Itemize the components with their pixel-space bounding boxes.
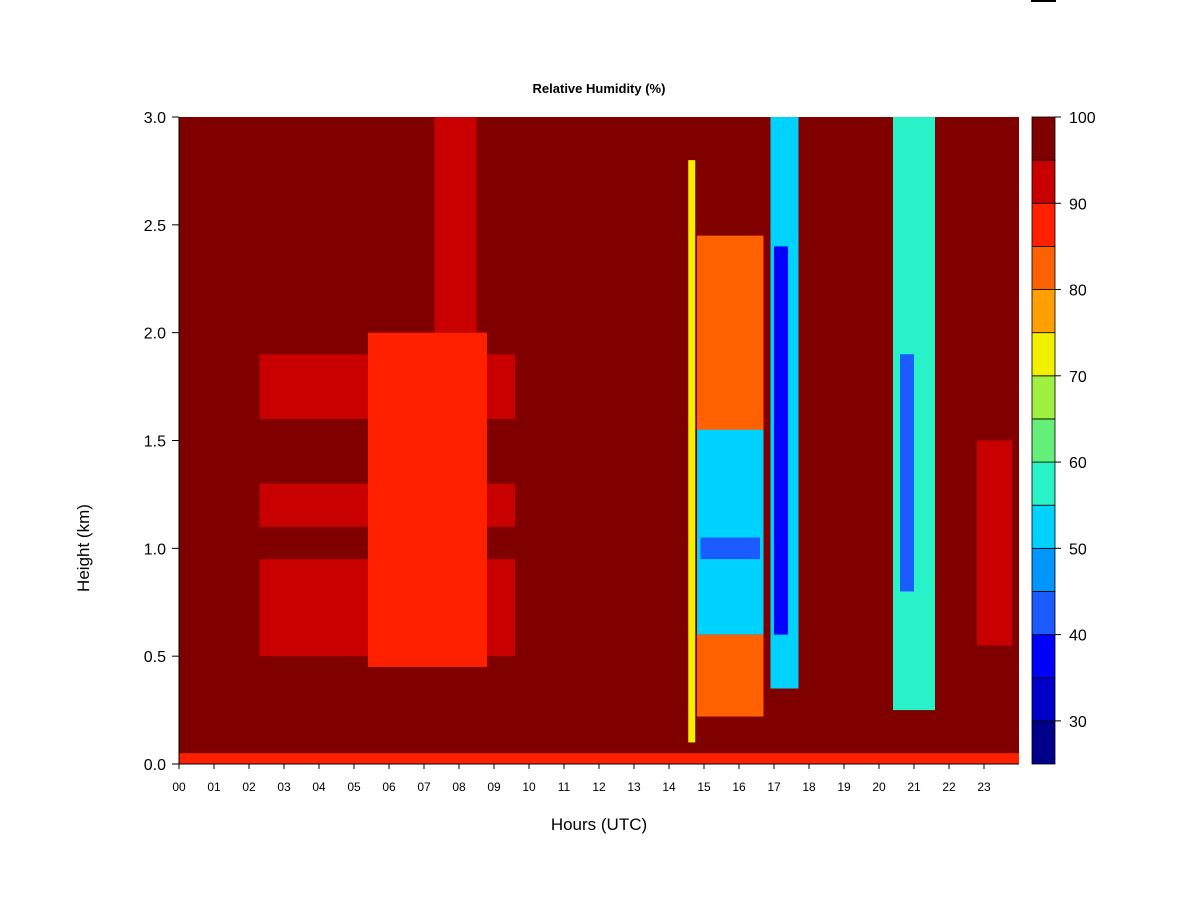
y-tick-label: 0.0	[144, 757, 166, 774]
colorbar-swatch	[1031, 677, 1056, 722]
x-tick-label: 16	[732, 780, 746, 794]
x-tick-label: 14	[662, 780, 676, 794]
heatmap-cell-10	[697, 634, 764, 717]
y-tick-label: 1.0	[144, 541, 166, 558]
colorbar-tick-label: 50	[1069, 541, 1087, 558]
colorbar-swatch	[1031, 375, 1056, 420]
colorbar-swatch	[1031, 591, 1056, 636]
colorbar-swatch	[1031, 202, 1056, 247]
x-tick-label: 01	[207, 780, 221, 794]
heatmap-cell-12	[774, 246, 788, 635]
colorbar-swatch	[1031, 720, 1056, 765]
heatmap-cell-6	[688, 160, 696, 743]
heatmap-background	[179, 117, 1019, 764]
y-tick-label: 2.0	[144, 326, 166, 343]
x-tick-label: 18	[802, 780, 816, 794]
x-axis-label: Hours (UTC)	[551, 815, 647, 834]
colorbar-tick-label: 40	[1069, 628, 1087, 645]
colorbar-swatch	[1031, 418, 1056, 463]
y-tick-label: 1.5	[144, 434, 166, 451]
x-tick-label: 07	[417, 780, 431, 794]
colorbar-tick-label: 60	[1069, 455, 1087, 472]
colorbar-tick-label: 100	[1069, 110, 1096, 127]
heatmap-cell-14	[900, 354, 914, 592]
x-tick-label: 20	[872, 780, 886, 794]
colorbar-swatch	[1031, 245, 1056, 290]
colorbar-swatch	[1031, 504, 1056, 549]
colorbar-swatch	[1031, 159, 1056, 204]
x-tick-label: 12	[592, 780, 606, 794]
x-tick-label: 19	[837, 780, 851, 794]
x-tick-label: 00	[172, 780, 186, 794]
x-tick-label: 15	[697, 780, 711, 794]
x-tick-label: 23	[977, 780, 991, 794]
y-tick-label: 3.0	[144, 110, 166, 127]
colorbar-swatch	[1031, 116, 1056, 161]
x-tick-label: 06	[382, 780, 396, 794]
x-tick-label: 22	[942, 780, 956, 794]
colorbar-swatch	[1031, 332, 1056, 377]
colorbar-tick-label: 90	[1069, 196, 1087, 213]
y-axis: 0.0 0.5 1.0 1.5 2.0 2.5 3.0	[144, 110, 180, 774]
x-tick-label: 02	[242, 780, 256, 794]
colorbar-swatch	[1031, 547, 1056, 592]
corner-mark	[1031, 0, 1056, 2]
heatmap-plot	[179, 117, 1019, 764]
colorbar-swatch	[1031, 461, 1056, 506]
x-tick-label: 05	[347, 780, 361, 794]
heatmap-cell-9	[700, 537, 760, 560]
colorbar: 30 40 50 60 70 80 90 100	[1031, 110, 1096, 765]
heatmap-cell-15	[977, 440, 1012, 646]
y-tick-label: 2.5	[144, 218, 166, 235]
heatmap-cell-8	[697, 429, 764, 635]
x-tick-label: 17	[767, 780, 781, 794]
chart-title: Relative Humidity (%)	[533, 81, 666, 96]
x-tick-label: 08	[452, 780, 466, 794]
x-axis: 00 01 02 03 04 05 06 07 08 09 10 11 12 13 14 15 16 17 18 19…	[172, 763, 1019, 794]
x-tick-label: 10	[522, 780, 536, 794]
x-tick-label: 04	[312, 780, 326, 794]
x-tick-label: 13	[627, 780, 641, 794]
heatmap-cell-7	[697, 235, 764, 441]
y-tick-label: 0.5	[144, 649, 166, 666]
heatmap-cell-5	[434, 117, 477, 333]
heatmap-cell-4	[368, 332, 487, 667]
x-tick-label: 21	[907, 780, 921, 794]
y-axis-label: Height (km)	[74, 504, 93, 592]
colorbar-swatch	[1031, 289, 1056, 334]
colorbar-tick-label: 30	[1069, 714, 1087, 731]
x-tick-label: 11	[558, 780, 571, 794]
colorbar-tick-label: 70	[1069, 369, 1087, 386]
colorbar-swatch	[1031, 634, 1056, 679]
x-tick-label: 03	[277, 780, 291, 794]
x-tick-label: 09	[487, 780, 501, 794]
colorbar-tick-label: 80	[1069, 283, 1087, 300]
heatmap-cell-0	[179, 753, 1019, 764]
